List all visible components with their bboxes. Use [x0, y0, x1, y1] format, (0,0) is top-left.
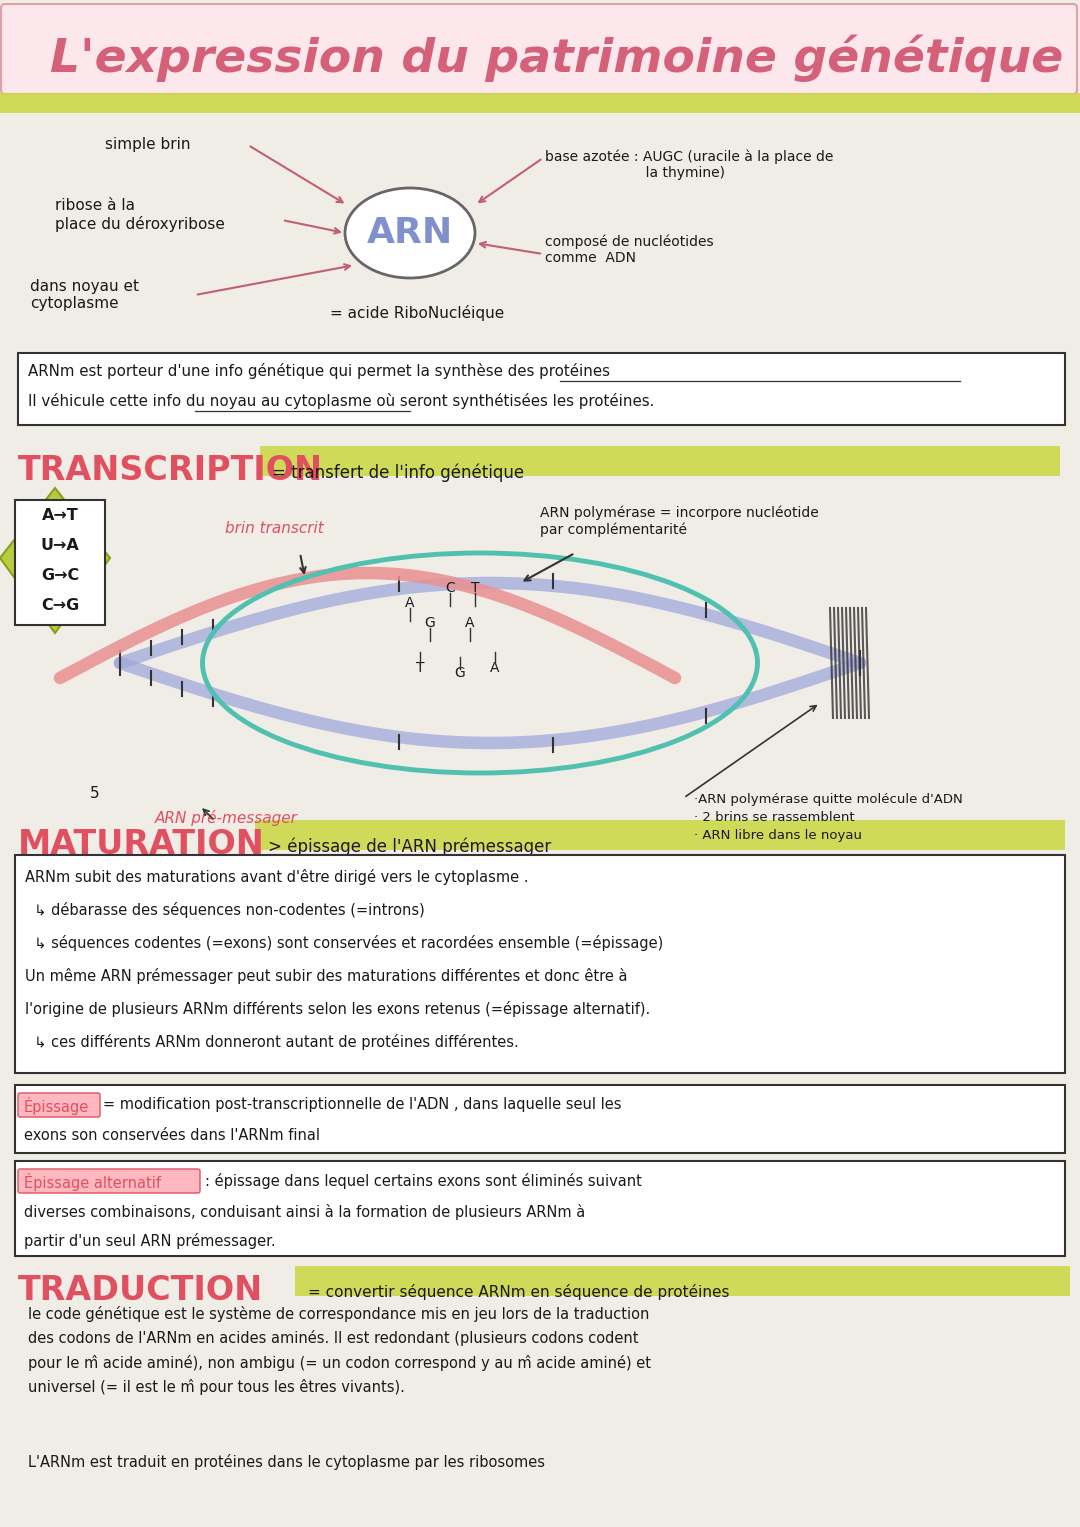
Text: ↳ débarasse des séquences non-codentes (=introns): ↳ débarasse des séquences non-codentes (… [25, 902, 424, 918]
Text: MATURATION: MATURATION [18, 828, 265, 861]
FancyBboxPatch shape [15, 1161, 1065, 1257]
Text: = modification post-transcriptionnelle de l'ADN , dans laquelle seul les: = modification post-transcriptionnelle d… [103, 1096, 621, 1112]
Text: ·ARN polymérase quitte molécule d'ADN
· 2 brins se rassemblent
· ARN libre dans : ·ARN polymérase quitte molécule d'ADN · … [693, 793, 962, 841]
FancyBboxPatch shape [18, 1093, 100, 1116]
Text: TRADUCTION: TRADUCTION [18, 1274, 264, 1307]
Text: dans noyau et
cytoplasme: dans noyau et cytoplasme [30, 279, 139, 312]
FancyBboxPatch shape [1, 5, 1077, 95]
Text: partir d'un seul ARN prémessager.: partir d'un seul ARN prémessager. [24, 1232, 275, 1249]
Text: A: A [465, 615, 475, 631]
Text: Épissage alternatif: Épissage alternatif [24, 1173, 161, 1191]
Text: exons son conservées dans l'ARNm final: exons son conservées dans l'ARNm final [24, 1128, 320, 1144]
FancyBboxPatch shape [15, 855, 1065, 1073]
Bar [295, 1266, 1070, 1296]
Text: Il véhicule cette info du noyau au cytoplasme où seront synthétisées les protéin: Il véhicule cette info du noyau au cytop… [28, 392, 654, 409]
Text: L'expression du patrimoine génétique: L'expression du patrimoine génétique [50, 34, 1063, 82]
Text: A→T: A→T [42, 508, 79, 524]
Text: A: A [490, 661, 500, 675]
FancyBboxPatch shape [15, 1086, 1065, 1153]
Bar [255, 820, 1065, 851]
Text: = acide RiboNucléique: = acide RiboNucléique [330, 305, 504, 321]
Text: ↳ ces différents ARNm donneront autant de protéines différentes.: ↳ ces différents ARNm donneront autant d… [25, 1034, 518, 1051]
Text: base azotée : AUGC (uracile à la place de
                       la thymine): base azotée : AUGC (uracile à la place d… [545, 150, 834, 180]
Text: C: C [445, 580, 455, 596]
Text: ARNm subit des maturations avant d'être dirigé vers le cytoplasme .: ARNm subit des maturations avant d'être … [25, 869, 528, 886]
Text: ARN: ARN [367, 215, 454, 250]
Text: Un même ARN prémessager peut subir des maturations différentes et donc être à: Un même ARN prémessager peut subir des m… [25, 968, 627, 983]
Text: G: G [455, 666, 465, 680]
Text: le code génétique est le système de correspondance mis en jeu lors de la traduct: le code génétique est le système de corr… [28, 1306, 651, 1396]
Text: G: G [424, 615, 435, 631]
Text: = transfert de l'info génétique: = transfert de l'info génétique [272, 464, 524, 483]
Text: C→G: C→G [41, 599, 79, 614]
FancyBboxPatch shape [18, 1170, 200, 1193]
Text: diverses combinaisons, conduisant ainsi à la formation de plusieurs ARNm à: diverses combinaisons, conduisant ainsi … [24, 1203, 585, 1220]
Text: : épissage dans lequel certains exons sont éliminés suivant: : épissage dans lequel certains exons so… [205, 1173, 642, 1190]
Bar [260, 446, 1059, 476]
Polygon shape [0, 489, 110, 634]
Text: = convertir séquence ARNm en séquence de protéines: = convertir séquence ARNm en séquence de… [308, 1284, 729, 1299]
Text: brin transcrit: brin transcrit [225, 521, 324, 536]
Text: ribose à la
place du déroxyribose: ribose à la place du déroxyribose [55, 199, 225, 232]
Text: ARNm est porteur d'une info génétique qui permet la synthèse des protéines: ARNm est porteur d'une info génétique qu… [28, 363, 610, 379]
Text: Épissage: Épissage [24, 1096, 90, 1115]
FancyBboxPatch shape [15, 499, 105, 625]
Text: composé de nucléotides
comme  ADN: composé de nucléotides comme ADN [545, 235, 714, 266]
Text: TRANSCRIPTION: TRANSCRIPTION [18, 454, 323, 487]
Text: > épissage de l'ARN prémessager: > épissage de l'ARN prémessager [268, 838, 551, 857]
Text: l'origine de plusieurs ARNm différents selon les exons retenus (=épissage altern: l'origine de plusieurs ARNm différents s… [25, 1002, 650, 1017]
Text: G→C: G→C [41, 568, 79, 583]
Text: T: T [416, 661, 424, 675]
Text: ARN polymérase = incorpore nucléotide
par complémentarité: ARN polymérase = incorpore nucléotide pa… [540, 505, 819, 538]
Text: ARN pré-messager: ARN pré-messager [156, 809, 298, 826]
Ellipse shape [345, 188, 475, 278]
Text: ↳ séquences codentes (=exons) sont conservées et racordées ensemble (=épissage): ↳ séquences codentes (=exons) sont conse… [25, 935, 663, 951]
Text: A: A [405, 596, 415, 609]
Text: L'ARNm est traduit en protéines dans le cytoplasme par les ribosomes: L'ARNm est traduit en protéines dans le … [28, 1454, 545, 1471]
Text: U→A: U→A [41, 539, 79, 553]
Bar [0, 93, 1080, 113]
Text: simple brin: simple brin [105, 137, 190, 153]
FancyBboxPatch shape [18, 353, 1065, 425]
Text: T: T [471, 580, 480, 596]
Text: 5: 5 [90, 786, 99, 802]
